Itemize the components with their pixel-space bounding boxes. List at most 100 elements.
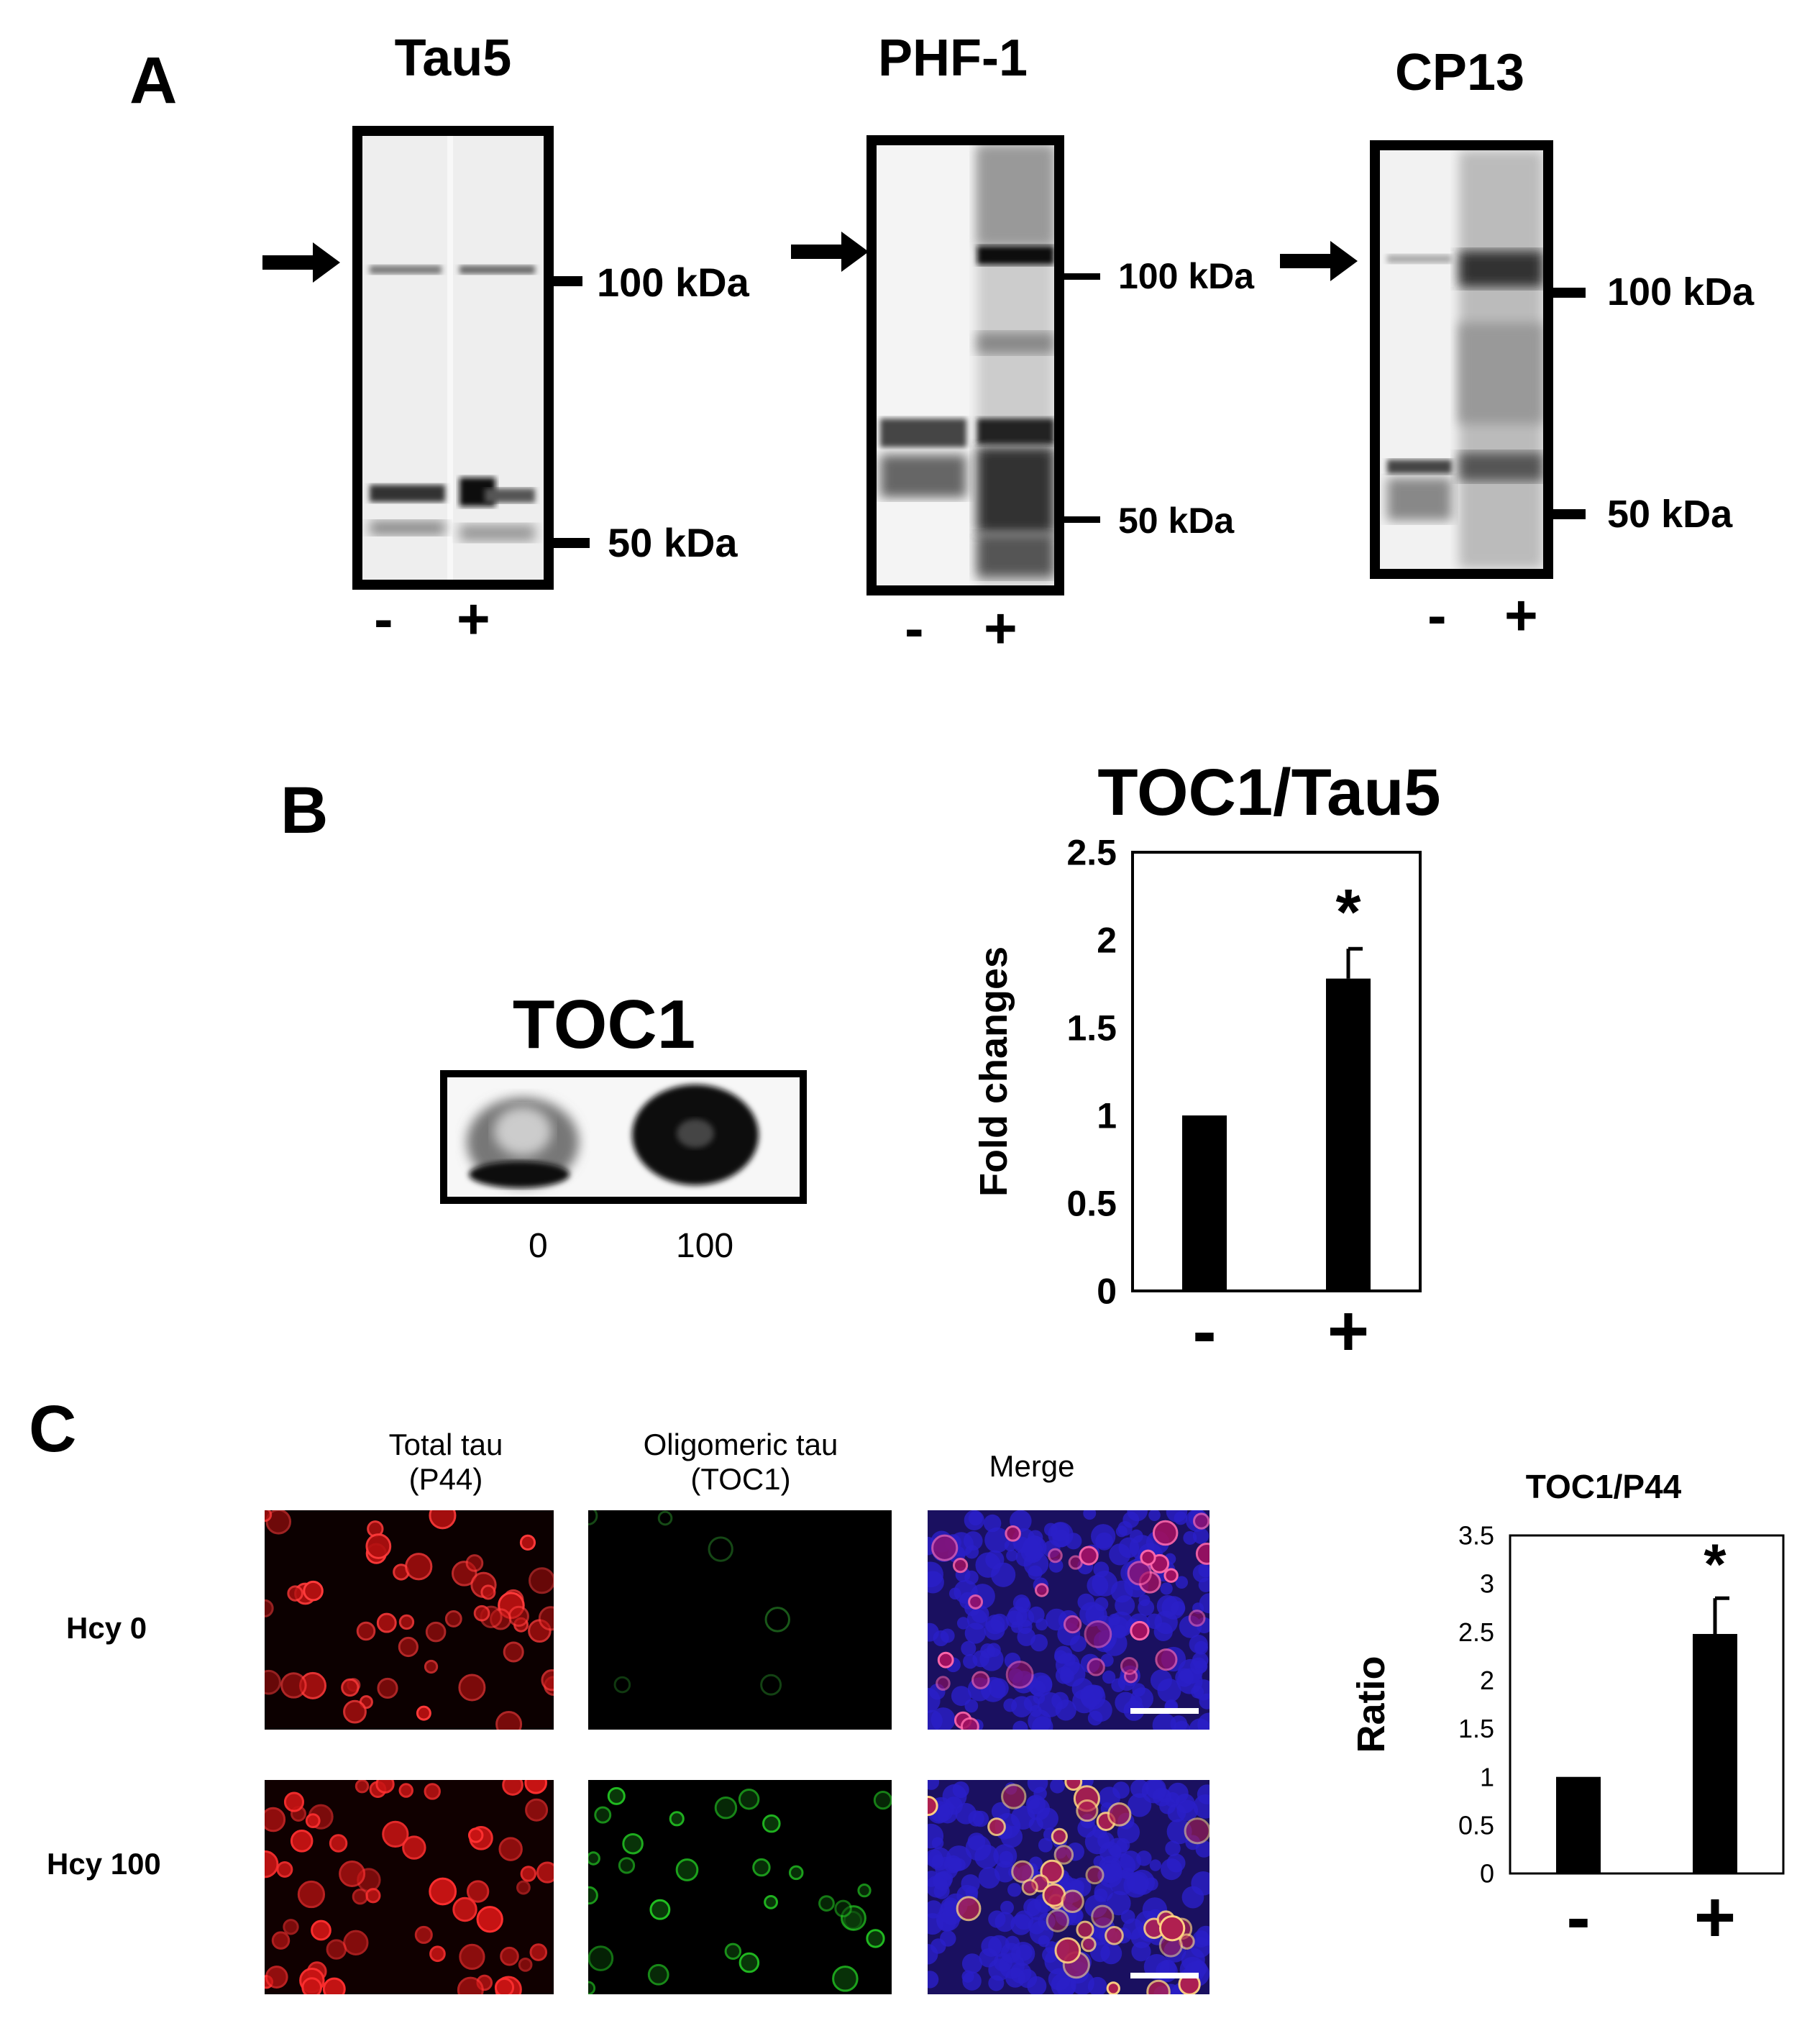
nucleus bbox=[961, 1640, 977, 1656]
plot-frame bbox=[1509, 1534, 1785, 1875]
nucleus bbox=[1000, 1900, 1014, 1914]
cell bbox=[1046, 1909, 1069, 1932]
column-header-line2: (P44) bbox=[408, 1462, 483, 1497]
cell bbox=[1158, 1914, 1186, 1942]
nucleus bbox=[1198, 1577, 1209, 1592]
bar-chart-toc1-tau5: 0 0.5 1 1.5 2 2.5 Fold changes - * + bbox=[972, 833, 1422, 1371]
cell bbox=[503, 1641, 524, 1663]
cell bbox=[1011, 1860, 1034, 1884]
cell bbox=[287, 1585, 303, 1602]
cell bbox=[1152, 1520, 1179, 1546]
cell bbox=[356, 1621, 376, 1641]
nucleus bbox=[1175, 1668, 1194, 1687]
cell bbox=[588, 1851, 600, 1866]
cell bbox=[297, 1880, 326, 1909]
cell bbox=[525, 1798, 549, 1822]
y-tick-label: 0 bbox=[1480, 1859, 1494, 1889]
cell bbox=[365, 1888, 381, 1904]
cell bbox=[928, 1795, 938, 1817]
micrograph-oligomeric-tau-hcy100 bbox=[588, 1780, 892, 1994]
blot-title-cp13: CP13 bbox=[1394, 44, 1525, 101]
band-arrow-icon bbox=[262, 242, 340, 283]
cell bbox=[764, 1894, 778, 1909]
cell bbox=[465, 1554, 484, 1572]
nucleus bbox=[1171, 1601, 1186, 1616]
cell bbox=[536, 1861, 554, 1884]
cell bbox=[764, 1607, 790, 1633]
nucleus bbox=[1006, 1549, 1018, 1561]
nucleus bbox=[1191, 1871, 1209, 1896]
cell bbox=[339, 1860, 366, 1887]
nucleus bbox=[928, 1849, 943, 1867]
nucleus bbox=[991, 1802, 1010, 1821]
nucleus bbox=[985, 1615, 1005, 1635]
cell bbox=[326, 1939, 347, 1960]
blot-bands bbox=[1380, 150, 1543, 569]
bar bbox=[1556, 1776, 1601, 1873]
cell bbox=[588, 1981, 596, 1994]
panel-a-letter: A bbox=[129, 44, 178, 117]
cell bbox=[424, 1659, 439, 1674]
mw-label-50kda: 50 kDa bbox=[1607, 493, 1733, 536]
column-header-line1: Total tau bbox=[388, 1428, 503, 1461]
x-category-label: - bbox=[1192, 1291, 1216, 1371]
nucleus bbox=[1030, 1634, 1048, 1652]
micrograph-total-tau-hcy0 bbox=[265, 1510, 554, 1730]
significance-star: * bbox=[1704, 1532, 1727, 1596]
nucleus bbox=[1160, 1582, 1173, 1595]
cell bbox=[457, 1976, 484, 1994]
cell bbox=[500, 1946, 519, 1966]
dot-blot-toc1 bbox=[440, 1070, 807, 1204]
nucleus bbox=[985, 1550, 1005, 1569]
cell bbox=[675, 1858, 699, 1881]
dot-blot-title: TOC1 bbox=[512, 986, 696, 1063]
nucleus bbox=[956, 1617, 970, 1630]
x-category-label: + bbox=[1694, 1877, 1736, 1958]
nucleus bbox=[983, 1514, 1002, 1533]
cell bbox=[1001, 1784, 1027, 1809]
cell bbox=[1005, 1525, 1021, 1542]
column-header-merge: Merge bbox=[888, 1449, 1176, 1484]
cell bbox=[1130, 1620, 1150, 1641]
cell bbox=[452, 1896, 477, 1922]
cell bbox=[476, 1906, 503, 1933]
cell bbox=[647, 1963, 669, 1986]
cell bbox=[365, 1533, 392, 1559]
cell bbox=[276, 1861, 293, 1878]
nucleus bbox=[1181, 1948, 1205, 1972]
cell bbox=[519, 1534, 536, 1551]
cell bbox=[402, 1835, 426, 1860]
cell bbox=[429, 1877, 457, 1906]
cell bbox=[425, 1621, 447, 1643]
cell bbox=[416, 1705, 431, 1721]
cell bbox=[724, 1943, 742, 1960]
nucleus bbox=[1170, 1715, 1188, 1730]
cell bbox=[1079, 1546, 1099, 1566]
cell bbox=[355, 1780, 370, 1794]
blot-title-phf1: PHF-1 bbox=[877, 29, 1028, 87]
mw-label-100kda: 100 kDa bbox=[1118, 256, 1255, 296]
nucleus bbox=[968, 1511, 983, 1526]
nucleus bbox=[940, 1628, 955, 1643]
nucleus bbox=[987, 1643, 1001, 1658]
nucleus bbox=[1141, 1780, 1166, 1804]
cell bbox=[265, 1850, 279, 1878]
cell bbox=[467, 1827, 484, 1843]
cell bbox=[937, 1651, 954, 1668]
nucleus bbox=[1011, 1942, 1035, 1966]
cell bbox=[265, 1599, 274, 1617]
nucleus bbox=[941, 1897, 960, 1917]
nucleus bbox=[1012, 1720, 1028, 1730]
nucleus bbox=[967, 1832, 986, 1851]
cell bbox=[424, 1783, 441, 1800]
cell bbox=[283, 1791, 305, 1812]
cell bbox=[502, 1780, 523, 1796]
y-tick-label: 1 bbox=[1097, 1096, 1117, 1136]
bar bbox=[1693, 1633, 1737, 1873]
mw-label-50kda: 50 kDa bbox=[608, 520, 738, 565]
micrograph-oligomeric-tau-hcy0 bbox=[588, 1510, 892, 1730]
cell bbox=[1051, 1827, 1068, 1845]
nucleus bbox=[1050, 1780, 1065, 1794]
cell bbox=[1048, 1548, 1063, 1563]
nucleus bbox=[1166, 1853, 1186, 1873]
